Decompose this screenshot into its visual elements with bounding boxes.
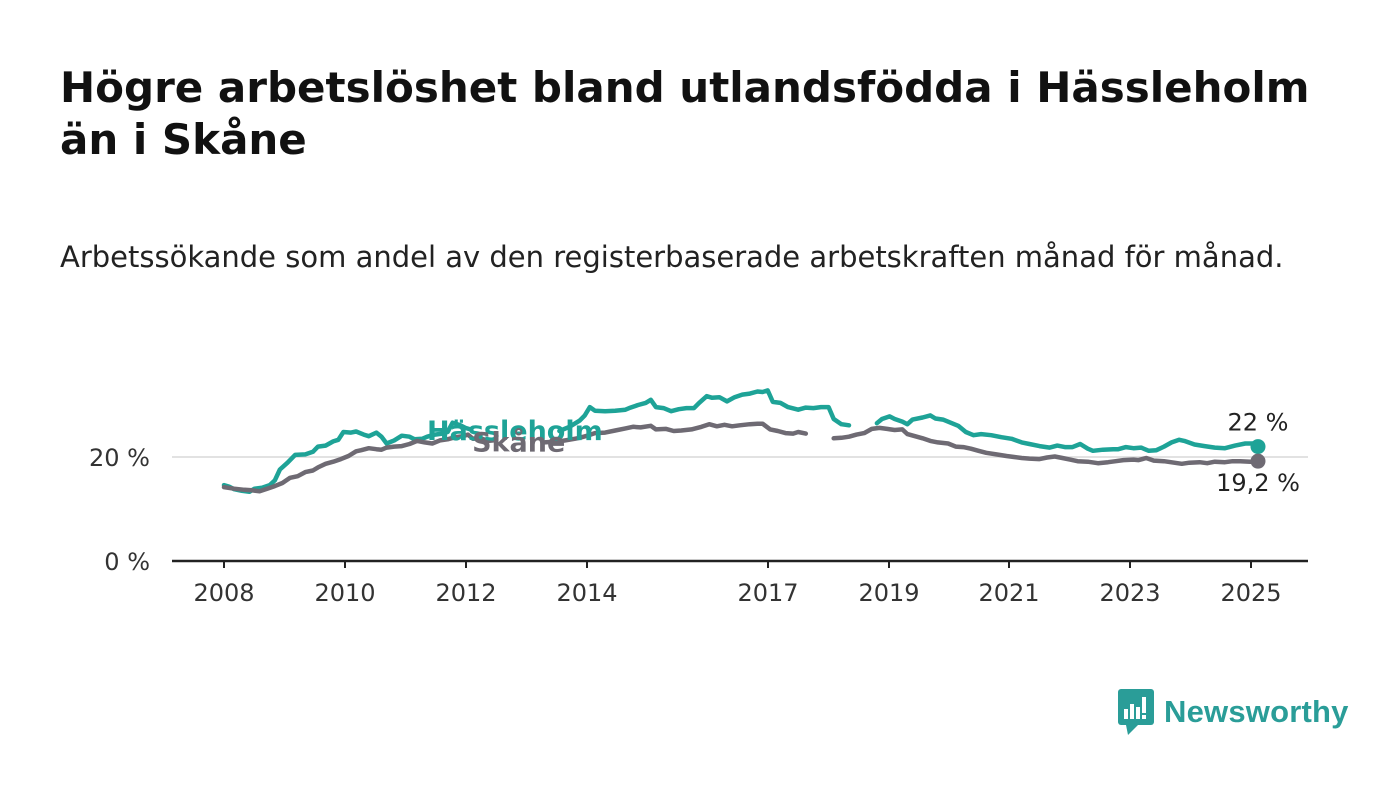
end-point-skane	[1250, 453, 1266, 469]
series-line-skane	[831, 425, 1261, 467]
axis-layer: 0 % 20 % 2008 2010 2012 2014 2017 2019 2021 2023 2…	[89, 444, 1308, 607]
series-line-skane	[221, 432, 496, 494]
x-tick-label: 2025	[1220, 579, 1281, 607]
brand-name: Newsworthy	[1164, 694, 1349, 729]
series-label-hassleholm: Hässleholm	[427, 416, 603, 447]
chart-subtitle: Arbetssökande som andel av den registerb…	[60, 240, 1284, 274]
chart-title: Högre arbetslöshet bland utlandsfödda i …	[60, 63, 1310, 164]
end-value-label-hassleholm: 22 %	[1228, 409, 1289, 437]
x-tick-label: 2014	[556, 579, 617, 607]
series-line-skane	[541, 421, 809, 445]
newsworthy-logo: Newsworthy	[1118, 688, 1349, 736]
x-tick-label: 2010	[314, 579, 375, 607]
end-point-hassleholm	[1250, 439, 1266, 455]
x-tick-label: 2012	[435, 579, 496, 607]
x-tick-label: 2019	[858, 579, 919, 607]
newsworthy-logo-icon	[1118, 689, 1154, 735]
y-tick-label: 0 %	[104, 548, 150, 576]
series-line-hassleholm	[221, 420, 473, 495]
series-layer	[221, 388, 1266, 495]
y-tick-label: 20 %	[89, 444, 150, 472]
x-tick-label: 2017	[737, 579, 798, 607]
end-value-label-skane: 19,2 %	[1216, 469, 1300, 497]
series-line-hassleholm	[557, 388, 852, 434]
series-line-hassleholm	[874, 413, 1261, 454]
x-tick-label: 2023	[1099, 579, 1160, 607]
x-tick-label: 2021	[978, 579, 1039, 607]
series-label-skane: Skåne	[472, 426, 565, 458]
x-tick-label: 2008	[193, 579, 254, 607]
